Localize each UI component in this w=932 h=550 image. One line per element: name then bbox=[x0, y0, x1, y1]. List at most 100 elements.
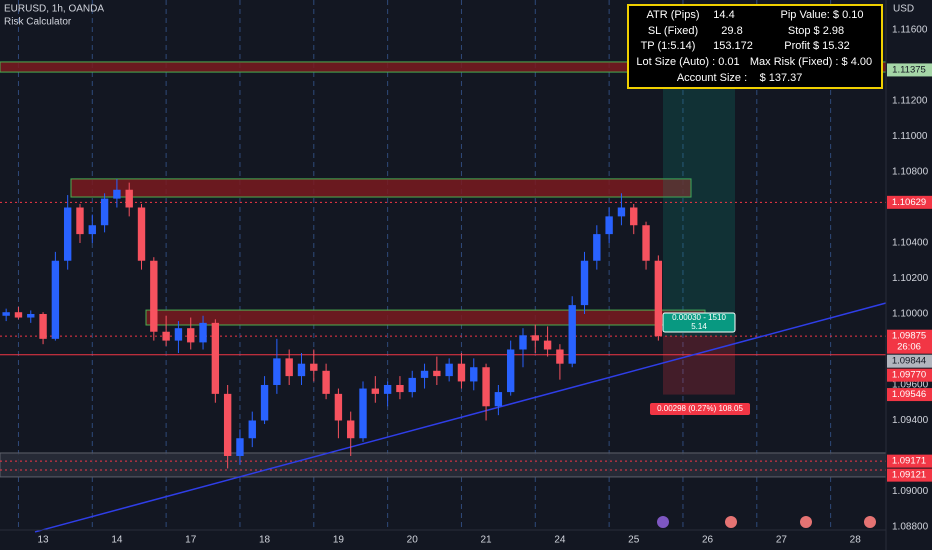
price-label-box bbox=[887, 195, 932, 209]
label-box bbox=[662, 312, 736, 333]
candle-body bbox=[531, 335, 539, 341]
label-text: 0.00030 - 1510 bbox=[672, 313, 726, 322]
price-label: 1.11375 bbox=[892, 64, 926, 75]
y-tick-label: 1.10000 bbox=[892, 309, 929, 320]
icon[interactable] bbox=[864, 516, 876, 528]
candle-body bbox=[236, 438, 244, 456]
price-label: 1.09546 bbox=[892, 389, 926, 400]
candle-body bbox=[2, 312, 10, 316]
candle-body bbox=[383, 384, 392, 394]
candle-body bbox=[470, 367, 478, 382]
info-panel: ATR (Pips) 14.4 Pip Value: $ 0.10 SL (Fi… bbox=[627, 4, 883, 89]
candle-body bbox=[408, 377, 416, 393]
icon[interactable] bbox=[725, 516, 737, 528]
candle-body bbox=[248, 420, 256, 439]
candle-body bbox=[359, 388, 367, 439]
cell: Profit $ 15.32 bbox=[784, 40, 849, 52]
candle-body bbox=[211, 322, 220, 394]
label-text: 5.14 bbox=[691, 322, 707, 331]
zone bbox=[145, 309, 706, 326]
candle-body bbox=[223, 393, 232, 456]
y-tick-label: 1.09600 bbox=[892, 380, 929, 391]
candle-body bbox=[125, 189, 133, 208]
candle-body bbox=[27, 313, 35, 318]
x-tick-label: 27 bbox=[776, 535, 788, 546]
price-label-box bbox=[887, 388, 932, 402]
trend-line bbox=[34, 302, 887, 533]
price-label-box bbox=[887, 368, 932, 382]
candle-body bbox=[88, 225, 96, 235]
y-tick-label: 1.09400 bbox=[892, 415, 929, 426]
x-tick-label: 24 bbox=[554, 535, 566, 546]
candle-body bbox=[113, 189, 121, 199]
x-tick-label: 21 bbox=[481, 535, 493, 546]
candle-body bbox=[39, 313, 47, 339]
candle-body bbox=[630, 207, 638, 226]
toolbar-icons bbox=[657, 516, 876, 528]
x-tick-label: 14 bbox=[111, 535, 123, 546]
candle-body bbox=[51, 260, 60, 339]
price-label: 1.10629 bbox=[892, 197, 926, 208]
candle-body bbox=[273, 358, 281, 385]
label-box bbox=[650, 403, 750, 415]
y-tick-label: 1.10200 bbox=[892, 273, 929, 284]
candle-body bbox=[63, 207, 72, 261]
y-tick-label: 1.11600 bbox=[892, 25, 928, 36]
cell: 29.8 bbox=[721, 25, 742, 37]
stop-area bbox=[663, 336, 735, 395]
target-area bbox=[663, 69, 735, 337]
x-tick-label: 18 bbox=[259, 535, 271, 546]
candle-body bbox=[580, 260, 589, 306]
x-tick-label: 25 bbox=[628, 535, 640, 546]
candle-body bbox=[494, 392, 503, 407]
candle-body bbox=[433, 370, 441, 377]
price-label-box bbox=[887, 354, 932, 368]
label-text: 0.00298 (0.27%) 108.05 bbox=[657, 404, 743, 413]
candle-body bbox=[396, 384, 404, 393]
cell: Lot Size (Auto) : 0.01 bbox=[636, 56, 739, 68]
candle-body bbox=[445, 363, 453, 377]
candle-body bbox=[322, 370, 330, 394]
symbol: EURUSD, 1h, OANDA bbox=[4, 4, 104, 15]
candle-body bbox=[654, 260, 663, 337]
price-label-box bbox=[887, 468, 932, 482]
y-tick-label: 1.08800 bbox=[892, 522, 929, 533]
x-tick-label: 17 bbox=[185, 535, 197, 546]
candle-body bbox=[420, 370, 429, 378]
candle-body bbox=[14, 312, 23, 318]
candle-body bbox=[556, 349, 564, 364]
y-tick-label: 1.11200 bbox=[892, 96, 928, 107]
icon[interactable] bbox=[657, 516, 669, 528]
icon[interactable] bbox=[800, 516, 812, 528]
price-label-box bbox=[887, 63, 932, 77]
cell: 153.172 bbox=[713, 40, 753, 52]
cell: Account Size : bbox=[677, 72, 747, 84]
candle-body bbox=[199, 322, 207, 343]
price-label-box bbox=[887, 454, 932, 468]
stop-label: 0.00298 (0.27%) 108.05 bbox=[650, 403, 750, 415]
y-tick-label: 1.10800 bbox=[892, 167, 929, 178]
x-tick-label: 13 bbox=[38, 535, 50, 546]
candle-body bbox=[334, 393, 343, 421]
price-label: 1.09121 bbox=[892, 470, 926, 481]
x-tick-label: 19 bbox=[333, 535, 345, 546]
price-label-extra: 26:06 bbox=[897, 342, 921, 353]
y-tick-label: 1.10400 bbox=[892, 238, 929, 249]
candle-body bbox=[593, 234, 601, 261]
price-label: 1.09844 bbox=[892, 356, 926, 367]
candle-body bbox=[310, 363, 318, 371]
price-label-box bbox=[887, 329, 932, 354]
candle-body bbox=[137, 207, 146, 261]
candle-body bbox=[457, 363, 466, 382]
candle-body bbox=[187, 328, 195, 343]
x-tick-label: 26 bbox=[702, 535, 714, 546]
plot bbox=[0, 0, 887, 533]
cell: Max Risk (Fixed) : $ 4.00 bbox=[750, 56, 872, 68]
cell: ATR (Pips) bbox=[647, 9, 700, 21]
candle-body bbox=[297, 363, 306, 377]
currency: USD bbox=[893, 4, 914, 15]
candle-body bbox=[100, 198, 109, 226]
candle-body bbox=[519, 335, 527, 350]
candle-body bbox=[76, 207, 84, 235]
